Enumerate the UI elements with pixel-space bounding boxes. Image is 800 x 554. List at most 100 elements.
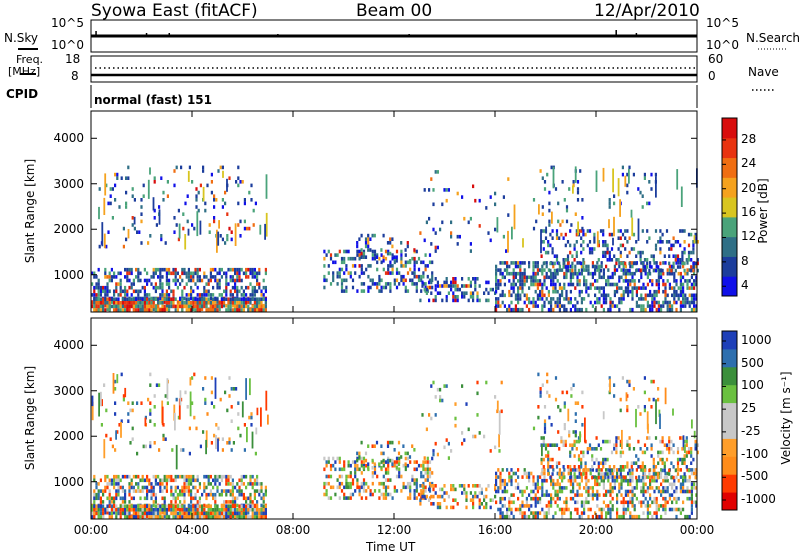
data-cell bbox=[362, 271, 366, 275]
data-cell bbox=[552, 496, 555, 501]
data-cell bbox=[551, 472, 554, 476]
data-cell bbox=[413, 467, 416, 472]
data-cell bbox=[153, 394, 156, 398]
data-cell bbox=[543, 475, 546, 479]
data-cell bbox=[172, 289, 175, 294]
data-cell bbox=[154, 282, 157, 286]
data-cell bbox=[247, 508, 250, 512]
data-cell bbox=[536, 282, 539, 287]
data-cell bbox=[121, 511, 124, 516]
data-cell bbox=[391, 458, 394, 463]
data-cell bbox=[384, 460, 388, 464]
data-cell bbox=[159, 278, 162, 283]
data-cell bbox=[378, 256, 381, 261]
data-cell bbox=[503, 496, 506, 501]
data-cell bbox=[102, 301, 105, 305]
data-cell bbox=[655, 511, 658, 515]
data-cell bbox=[146, 271, 149, 276]
data-cell bbox=[158, 448, 161, 452]
data-cell bbox=[670, 439, 673, 444]
data-cell bbox=[264, 297, 267, 301]
data-cell bbox=[682, 486, 685, 490]
data-cell bbox=[609, 489, 612, 494]
data-cell bbox=[659, 247, 662, 251]
data-cell bbox=[139, 508, 142, 512]
data-cell bbox=[585, 482, 588, 487]
data-cell bbox=[400, 264, 403, 268]
data-cell bbox=[628, 379, 631, 384]
data-cell bbox=[519, 286, 522, 290]
data-cell bbox=[97, 504, 100, 508]
data-cell bbox=[622, 475, 625, 479]
data-cell bbox=[340, 260, 344, 265]
data-cell bbox=[587, 500, 590, 505]
data-cell bbox=[616, 282, 619, 287]
data-cell bbox=[210, 172, 213, 177]
data-cell bbox=[404, 462, 407, 466]
data-cell bbox=[519, 268, 522, 272]
data-cell bbox=[609, 297, 612, 301]
data-cell bbox=[558, 297, 561, 301]
data-cell bbox=[252, 208, 255, 213]
data-cell bbox=[485, 298, 488, 303]
data-cell bbox=[662, 261, 665, 265]
data-cell bbox=[358, 451, 361, 456]
data-cell bbox=[127, 401, 130, 405]
data-cell bbox=[373, 249, 377, 254]
data-cell bbox=[561, 286, 564, 290]
data-cell bbox=[376, 285, 379, 290]
data-cell bbox=[576, 180, 580, 184]
data-cell bbox=[154, 474, 157, 479]
data-cell bbox=[121, 504, 124, 508]
data-cell bbox=[569, 243, 572, 248]
data-cell bbox=[552, 468, 555, 472]
data-cell bbox=[539, 289, 542, 294]
data-cell bbox=[428, 467, 432, 472]
data-cell bbox=[376, 282, 379, 286]
y-tick-label: 2000 bbox=[53, 429, 84, 444]
data-cell bbox=[629, 264, 632, 269]
data-cell bbox=[587, 293, 590, 298]
data-cell bbox=[450, 234, 453, 239]
data-cell bbox=[619, 261, 622, 266]
data-cell bbox=[510, 482, 513, 487]
data-cell bbox=[264, 504, 267, 508]
data-cell bbox=[231, 504, 234, 508]
data-cell bbox=[397, 462, 401, 466]
data-cell bbox=[631, 271, 634, 276]
data-cell bbox=[666, 489, 669, 494]
data-cell bbox=[613, 264, 616, 269]
data-cell bbox=[190, 478, 193, 483]
data-cell bbox=[596, 261, 599, 265]
data-cell bbox=[494, 487, 497, 492]
data-cell bbox=[262, 511, 265, 516]
data-cell bbox=[467, 484, 470, 488]
data-cell bbox=[106, 275, 109, 279]
data-cell bbox=[541, 478, 544, 483]
data-cell bbox=[621, 450, 625, 455]
data-cell bbox=[472, 298, 475, 303]
data-cell bbox=[179, 301, 182, 305]
data-cell bbox=[501, 504, 504, 508]
data-cell bbox=[343, 467, 346, 472]
data-cell bbox=[458, 287, 461, 292]
data-cell bbox=[378, 274, 381, 279]
data-cell bbox=[229, 293, 232, 297]
data-cell bbox=[686, 271, 689, 276]
data-cell bbox=[445, 384, 448, 388]
data-cell bbox=[580, 300, 583, 305]
data-cell bbox=[595, 468, 598, 473]
data-cell bbox=[157, 275, 160, 279]
data-cell bbox=[653, 297, 656, 301]
data-cell bbox=[463, 216, 466, 221]
data-cell bbox=[419, 498, 422, 502]
data-streak bbox=[178, 223, 181, 239]
data-cell bbox=[159, 275, 162, 279]
data-cell bbox=[523, 279, 526, 283]
data-cell bbox=[665, 229, 669, 233]
data-cell bbox=[642, 286, 645, 290]
data-cell bbox=[225, 275, 228, 279]
data-cell bbox=[670, 461, 673, 465]
data-cell bbox=[141, 478, 144, 483]
data-cell bbox=[115, 297, 118, 301]
